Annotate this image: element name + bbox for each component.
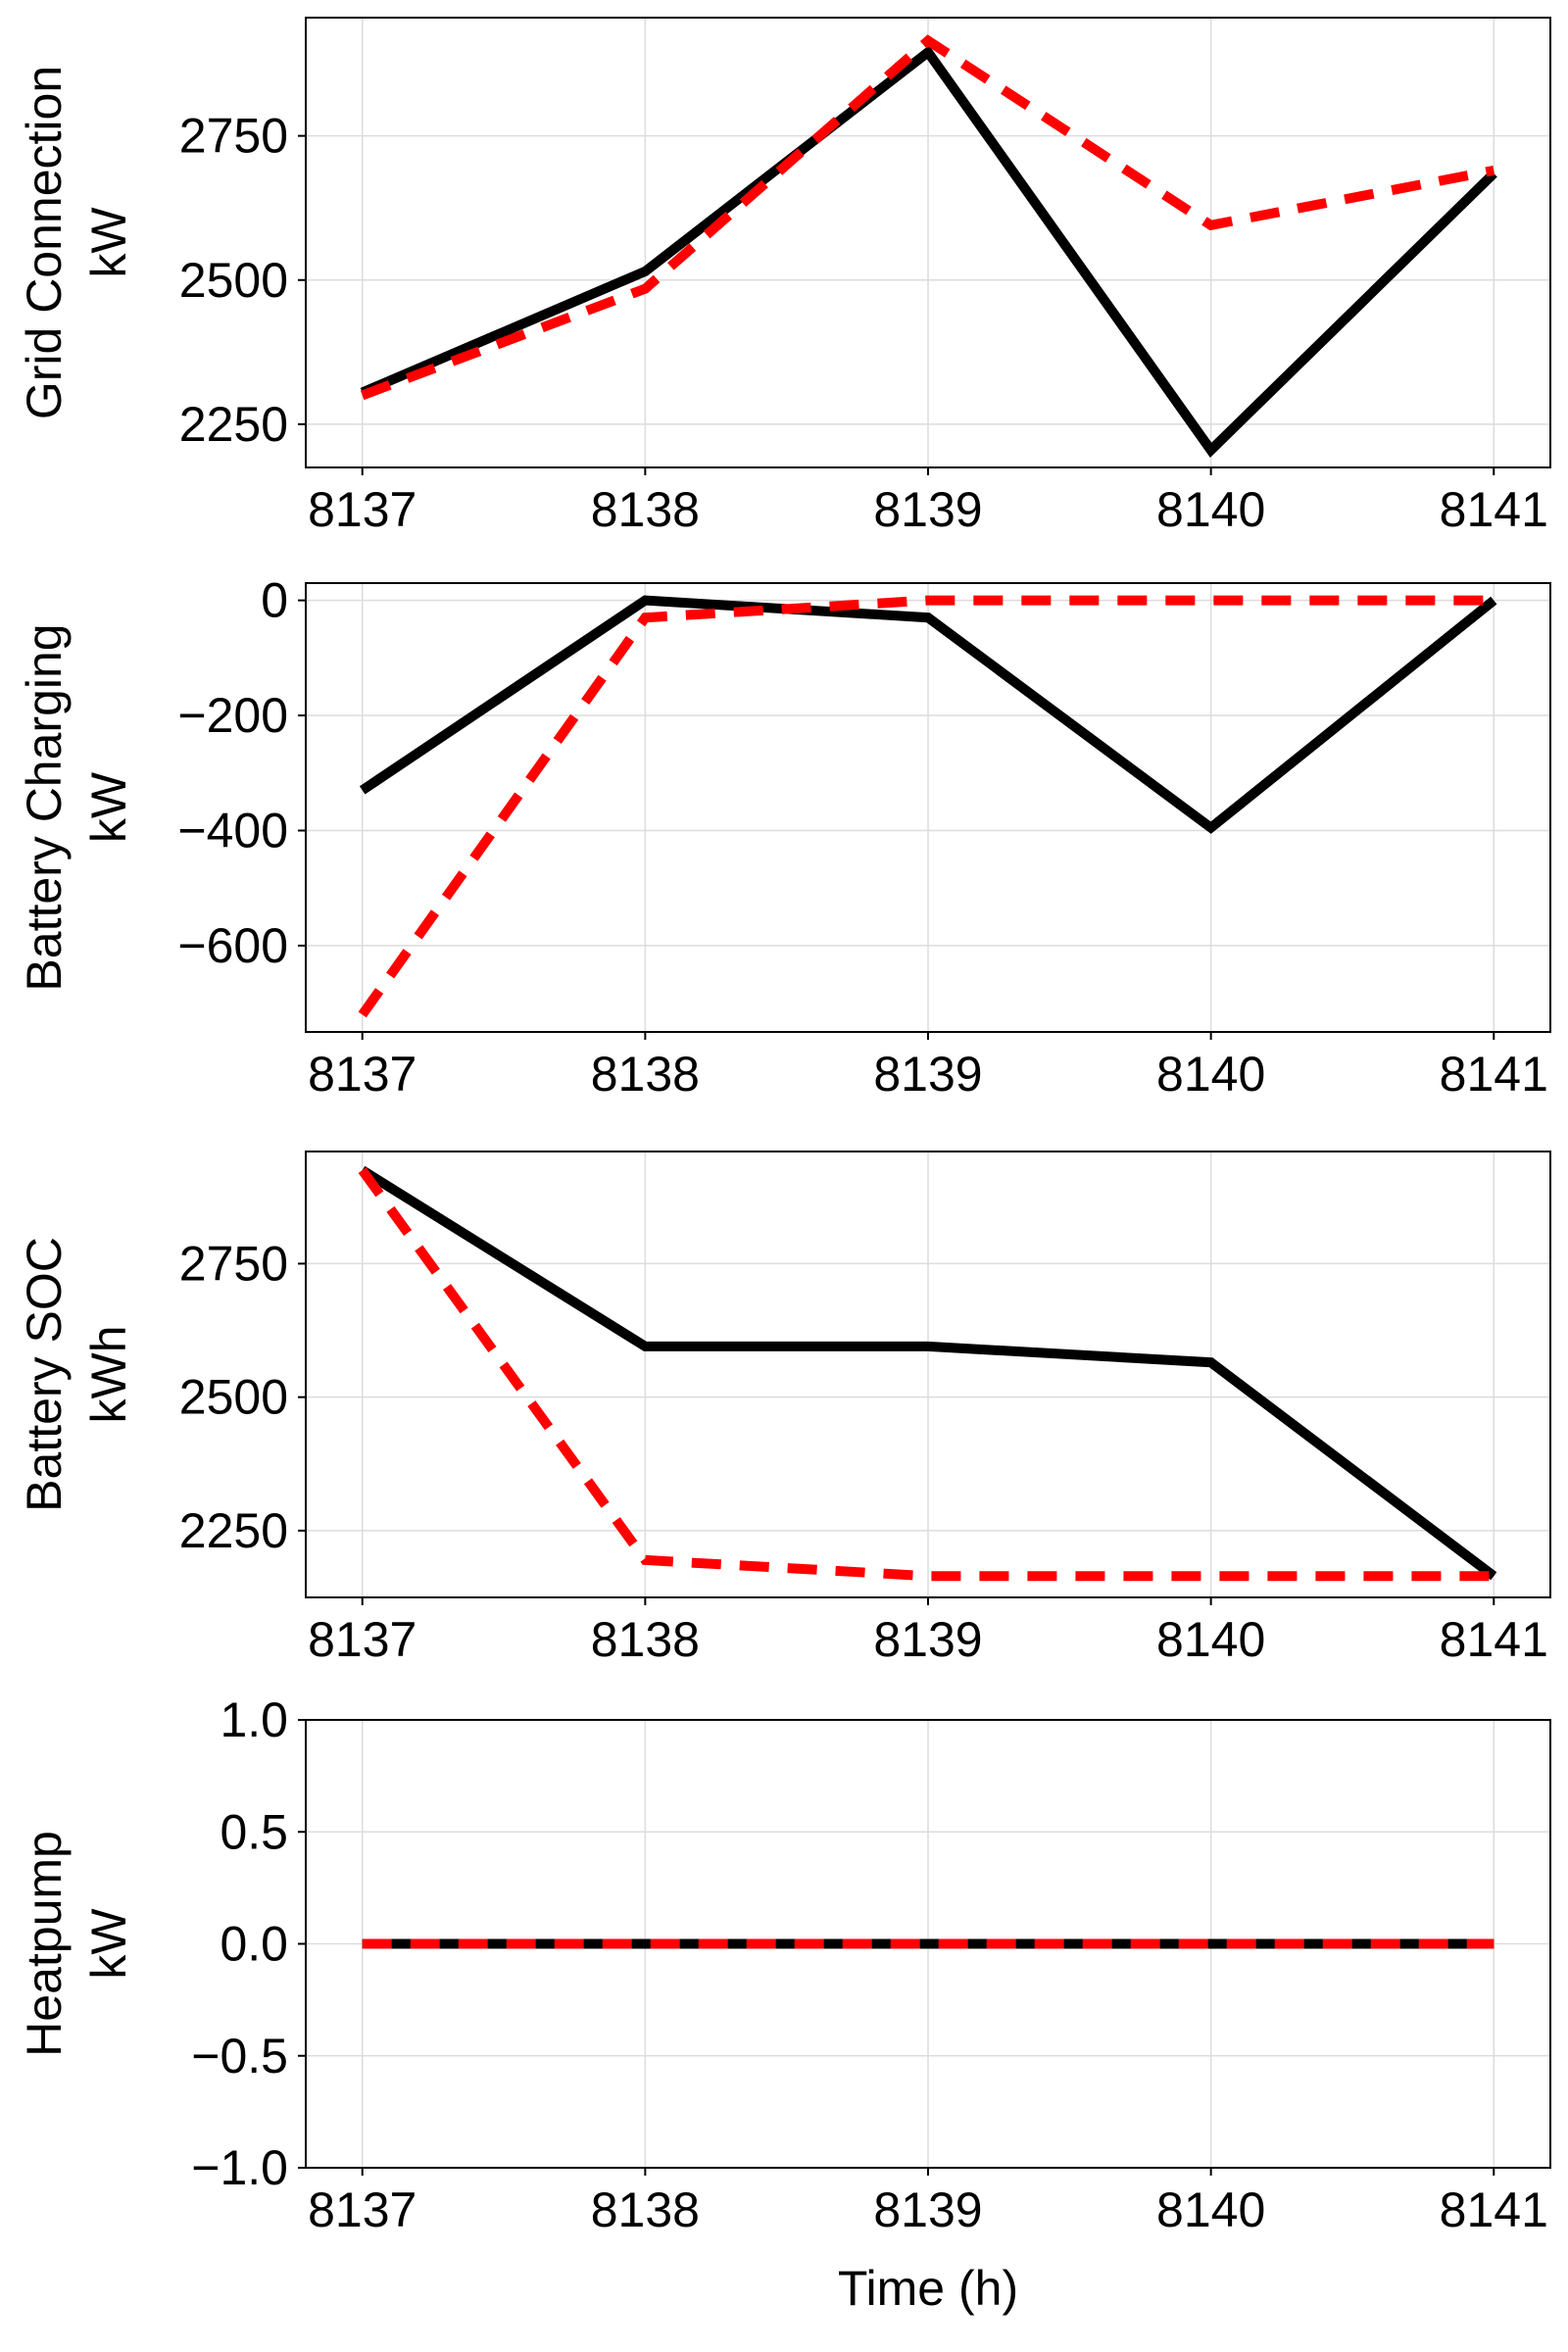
x-tick-label: 8138 [591, 482, 700, 537]
y-axis-label-line2: kW [81, 771, 136, 843]
chart-panel-1: 8137 8138 8139 8140 8141 2250 2500 2750 Grid Con… [17, 17, 1551, 537]
series-line-solid [360, 1165, 1497, 1581]
x-tick-label: 8141 [1440, 1612, 1548, 1667]
y-axis-label-line2: kWh [81, 1326, 136, 1424]
chart-panel-3: 8137 8138 8139 8140 8141 2250 2500 2750 Battery … [17, 1151, 1551, 1667]
x-tick-label: 8140 [1156, 2182, 1265, 2237]
y-tick-label: 2750 [179, 109, 288, 164]
y-tick-label: 2250 [179, 1503, 288, 1558]
x-tick-label: 8140 [1156, 1047, 1265, 1102]
x-tick-label: 8141 [1440, 482, 1548, 537]
y-tick-label: 1.0 [220, 1692, 288, 1747]
y-tick-label: −400 [177, 803, 288, 858]
x-tick-label: 8139 [873, 1612, 982, 1667]
y-tick-label: −0.5 [191, 2029, 288, 2083]
y-axis-label-line1: Grid Connection [17, 66, 72, 419]
x-tick-label: 8137 [308, 1612, 416, 1667]
x-tick-label: 8137 [308, 1047, 416, 1102]
series-line-dashed [358, 595, 1494, 1018]
y-axis-label-line2: kW [81, 207, 136, 278]
chart-panel-4: 8137 8138 8139 8140 8141 −1.0 −0.5 0.0 0.5 1.0 Hea… [17, 1692, 1551, 2316]
x-axis-label: Time (h) [838, 2261, 1018, 2316]
x-tick-label: 8138 [591, 1047, 700, 1102]
series-line-solid [359, 595, 1497, 834]
series-line-solid [360, 45, 1497, 458]
panels: 8137 8138 8139 8140 8141 2250 2500 2750 Grid Con… [17, 17, 1551, 2316]
x-tick-label: 8137 [308, 2182, 416, 2237]
x-tick-label: 8140 [1156, 482, 1265, 537]
y-axis-label-line1: Heatpump [17, 1831, 72, 2057]
y-tick-label: 2500 [179, 253, 288, 308]
y-tick-label: 2750 [179, 1236, 288, 1291]
x-tick-label: 8139 [873, 1047, 982, 1102]
y-tick-label: −200 [177, 688, 288, 743]
x-tick-label: 8141 [1440, 1047, 1548, 1102]
y-tick-label: 0.5 [220, 1804, 288, 1859]
x-tick-label: 8140 [1156, 1612, 1265, 1667]
y-tick-label: 2250 [179, 397, 288, 452]
y-tick-label: 0.0 [220, 1917, 288, 1972]
x-tick-label: 8139 [873, 482, 982, 537]
chart-panel-2: 8137 8138 8139 8140 8141 −600 −400 −200 0 Battery… [17, 573, 1551, 1102]
y-axis-label-line1: Battery Charging [17, 623, 72, 991]
y-tick-label: −1.0 [191, 2140, 288, 2195]
x-tick-label: 8138 [591, 2182, 700, 2237]
x-tick-label: 8139 [873, 2182, 982, 2237]
y-tick-label: 0 [261, 573, 288, 628]
y-axis-label-line2: kW [81, 1908, 136, 1980]
series-line-dashed [360, 34, 1495, 401]
y-tick-label: −600 [177, 918, 288, 973]
x-tick-label: 8137 [308, 482, 416, 537]
y-tick-label: 2500 [179, 1370, 288, 1425]
y-axis-label-line1: Battery SOC [17, 1237, 72, 1512]
x-tick-label: 8138 [591, 1612, 700, 1667]
x-tick-label: 8141 [1440, 2182, 1548, 2237]
